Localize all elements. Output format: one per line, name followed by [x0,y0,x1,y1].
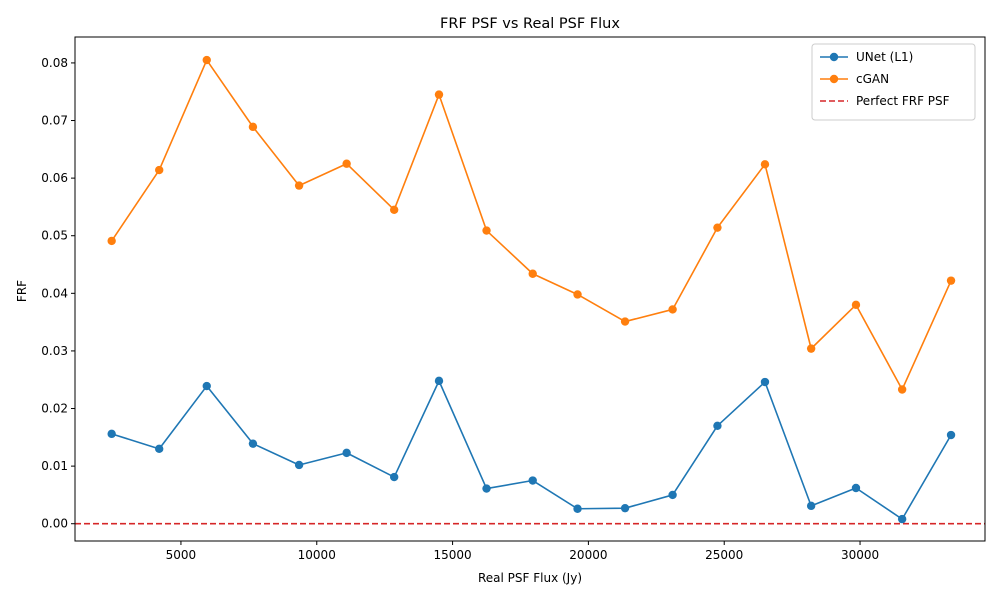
series-1-point-10 [573,290,582,299]
chart-title: FRF PSF vs Real PSF Flux [440,16,620,32]
x-axis-label: Real PSF Flux (Jy) [478,571,582,585]
y-tick-label-5: 0.05 [41,229,68,243]
axes: 5000 10000 15000 20000 25000 30000 0.00 0.01 0.0… [41,36,986,562]
series-1-point-9 [528,269,537,278]
series-1-point-16 [851,300,861,310]
series-0-point-4 [294,460,304,470]
x-tick-label-4: 25000 [705,548,743,562]
series-0-point-15 [806,501,816,511]
series-1-point-3 [248,122,258,132]
series-0-point-5 [342,448,351,458]
series-0-point-3 [248,439,258,448]
y-tick-label-8: 0.08 [41,56,68,70]
series-0-point-17 [897,514,907,524]
series-1-point-7 [434,90,444,99]
plot-area [75,55,985,525]
legend-label-1: cGAN [856,72,889,86]
series-0-point-2 [202,381,211,391]
legend: UNet (L1) cGAN Perfect FRF PSF [811,43,976,121]
series-0-point-10 [573,504,582,513]
y-tick-label-2: 0.02 [41,402,68,416]
series-0-point-13 [713,421,722,430]
series-1-point-1 [155,165,164,175]
series-1-point-11 [620,317,630,326]
series-0-point-11 [620,503,630,513]
series-0-point-9 [528,476,537,485]
series-0-point-12 [668,490,677,500]
series-1-point-14 [760,160,770,169]
series-0-point-8 [482,484,491,493]
series-1-point-13 [713,223,722,232]
y-tick-label-0: 0.00 [41,517,68,531]
series-1-point-17 [897,385,907,394]
y-axis-label: FRF [15,280,29,302]
plot-clipped-group [75,55,985,525]
axes-frame [74,36,986,542]
series-0-point-14 [760,377,770,387]
series-1-point-12 [668,305,677,314]
series-line-0 [111,380,952,520]
series-0-point-18 [946,430,956,440]
x-tick-label-5: 30000 [841,548,879,562]
series-0-point-16 [851,483,861,493]
series-1-point-18 [946,276,956,285]
x-tick-label-3: 20000 [569,548,607,562]
series-1-point-6 [389,205,399,214]
series-0-point-7 [434,376,444,386]
series-1-point-8 [482,226,491,235]
series-1-point-0 [107,236,116,246]
y-tick-label-3: 0.03 [41,344,68,358]
legend-label-0: UNet (L1) [856,50,913,64]
legend-marker-0 [829,52,839,62]
x-tick-label-1: 10000 [298,548,336,562]
x-tick-label-2: 15000 [433,548,471,562]
series-1-point-4 [294,181,304,190]
series-0-point-0 [107,429,116,439]
y-tick-label-6: 0.06 [41,171,68,185]
series-1-point-5 [342,159,351,168]
series-1-point-2 [202,55,211,65]
series-1-point-15 [806,344,816,353]
series-0-point-1 [155,444,164,454]
legend-box [811,43,976,121]
legend-marker-1 [829,74,839,84]
y-tick-label-4: 0.04 [41,286,68,300]
legend-label-2: Perfect FRF PSF [856,94,950,108]
x-tick-label-0: 5000 [166,548,197,562]
y-tick-label-7: 0.07 [41,114,68,128]
series-0-point-6 [389,472,399,482]
y-tick-label-1: 0.01 [41,459,68,473]
